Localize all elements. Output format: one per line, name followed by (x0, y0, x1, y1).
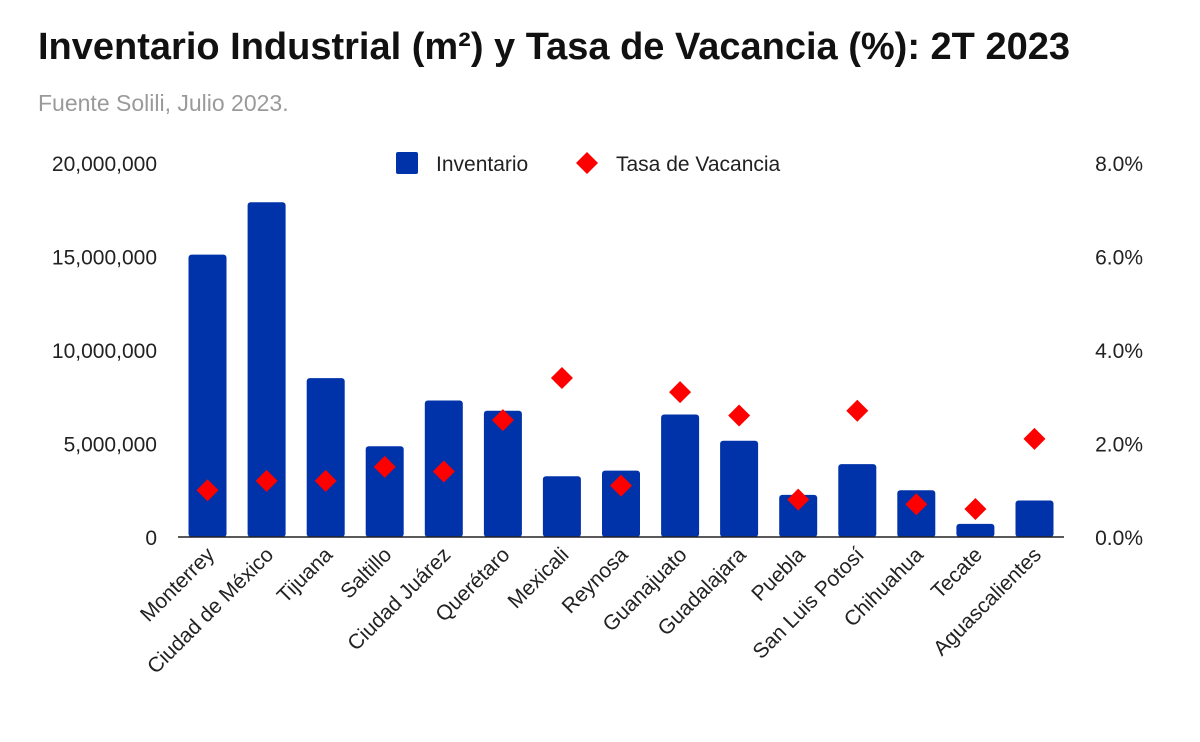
right-tick-label: 0.0% (1095, 527, 1143, 550)
bar-inventario (720, 440, 759, 537)
left-tick-label: 10,000,000 (52, 340, 157, 363)
legend: Inventario Tasa de Vacancia (396, 152, 781, 176)
chart-subtitle: Fuente Solili, Julio 2023. (38, 90, 289, 116)
marker-tasa-de-vacancia (432, 460, 455, 483)
marker-tasa-de-vacancia (491, 409, 514, 432)
legend-label-inventario: Inventario (436, 153, 528, 176)
left-tick-label: 15,000,000 (52, 247, 157, 270)
legend-swatch-inventario (396, 152, 418, 174)
bar-inventario (306, 378, 345, 537)
chart-title: Inventario Industrial (m²) y Tasa de Vac… (38, 26, 1070, 68)
category-label: Aguascalientes (929, 543, 1046, 660)
bar-inventario (1015, 500, 1054, 537)
marker-tasa-de-vacancia (964, 497, 987, 520)
category-label: Ciudad Juárez (343, 543, 455, 655)
marker-tasa-de-vacancia (905, 493, 928, 516)
legend-swatch-tasa-de-vacancia (576, 152, 598, 174)
right-tick-label: 6.0% (1095, 247, 1143, 270)
marker-tasa-de-vacancia (610, 474, 632, 497)
bar-inventario (247, 202, 286, 538)
vacancy-markers (196, 367, 1046, 520)
legend-label-tasa-de-vacancia: Tasa de Vacancia (616, 153, 781, 176)
marker-tasa-de-vacancia (255, 469, 278, 492)
right-tick-label: 4.0% (1095, 340, 1143, 363)
bar-inventario (365, 446, 404, 537)
right-tick-label: 8.0% (1095, 153, 1143, 176)
marker-tasa-de-vacancia (728, 404, 751, 427)
marker-tasa-de-vacancia (1023, 427, 1046, 450)
right-tick-label: 2.0% (1095, 434, 1143, 457)
bar-inventario (188, 254, 227, 537)
bar-inventario (956, 523, 995, 537)
marker-tasa-de-vacancia (373, 455, 396, 478)
marker-tasa-de-vacancia (550, 367, 573, 390)
right-axis-ticks: 0.0% 2.0% 4.0% 6.0% 8.0% (1095, 153, 1143, 550)
left-axis-ticks: 0 5,000,000 10,000,000 15,000,000 20,000,000 (52, 153, 157, 550)
marker-tasa-de-vacancia (846, 399, 869, 422)
bar-inventario (838, 464, 877, 537)
bar-inventario (779, 494, 818, 537)
marker-tasa-de-vacancia (196, 479, 219, 502)
marker-tasa-de-vacancia (787, 488, 810, 511)
left-tick-label: 5,000,000 (64, 434, 157, 457)
left-tick-label: 0 (145, 527, 157, 550)
marker-tasa-de-vacancia (314, 469, 337, 492)
left-tick-label: 20,000,000 (52, 153, 157, 176)
bar-inventario (483, 410, 522, 537)
bar-inventario (602, 470, 640, 537)
bar-inventario (542, 476, 581, 537)
marker-tasa-de-vacancia (669, 381, 692, 404)
category-label: Tijuana (273, 543, 338, 608)
inventory-bars (188, 202, 1054, 538)
bar-inventario (661, 414, 700, 537)
